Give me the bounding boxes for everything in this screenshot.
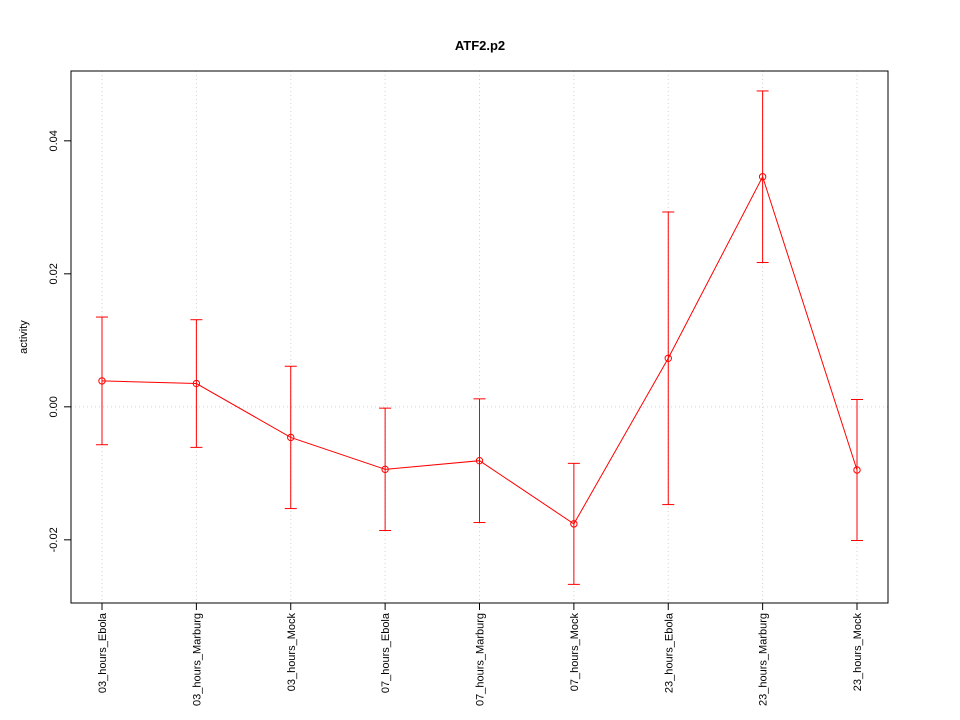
chart-title: ATF2.p2: [455, 38, 505, 53]
x-tick-label: 03_hours_Marburg: [191, 613, 203, 706]
x-tick-label: 07_hours_Marburg: [475, 613, 487, 706]
x-tick-label: 03_hours_Mock: [286, 613, 298, 692]
data-line: [101, 175, 858, 525]
data-point: [98, 377, 106, 385]
data-point: [192, 379, 201, 388]
y-axis-label: activity: [18, 320, 30, 354]
y-tick-label: 0.00: [48, 396, 60, 417]
data-point: [287, 433, 295, 442]
data-point: [475, 456, 484, 465]
x-tick-label: 03_hours_Ebola: [97, 612, 109, 693]
x-tick-label: 07_hours_Mock: [569, 613, 581, 692]
x-tick-label: 23_hours_Mock: [852, 613, 864, 692]
x-tick-label: 23_hours_Ebola: [663, 612, 675, 693]
y-tick-label: -0.02: [48, 527, 60, 552]
plot-frame: [70, 70, 889, 604]
data-point: [853, 466, 861, 474]
x-tick-label: 07_hours_Ebola: [380, 612, 392, 693]
data-point: [758, 173, 767, 181]
y-tick-label: 0.04: [48, 130, 60, 151]
y-tick-label: 0.02: [48, 263, 60, 284]
data-point: [664, 354, 672, 362]
data-point: [381, 465, 389, 474]
x-tick-label: 23_hours_Marburg: [758, 613, 770, 706]
data-point: [570, 520, 578, 528]
